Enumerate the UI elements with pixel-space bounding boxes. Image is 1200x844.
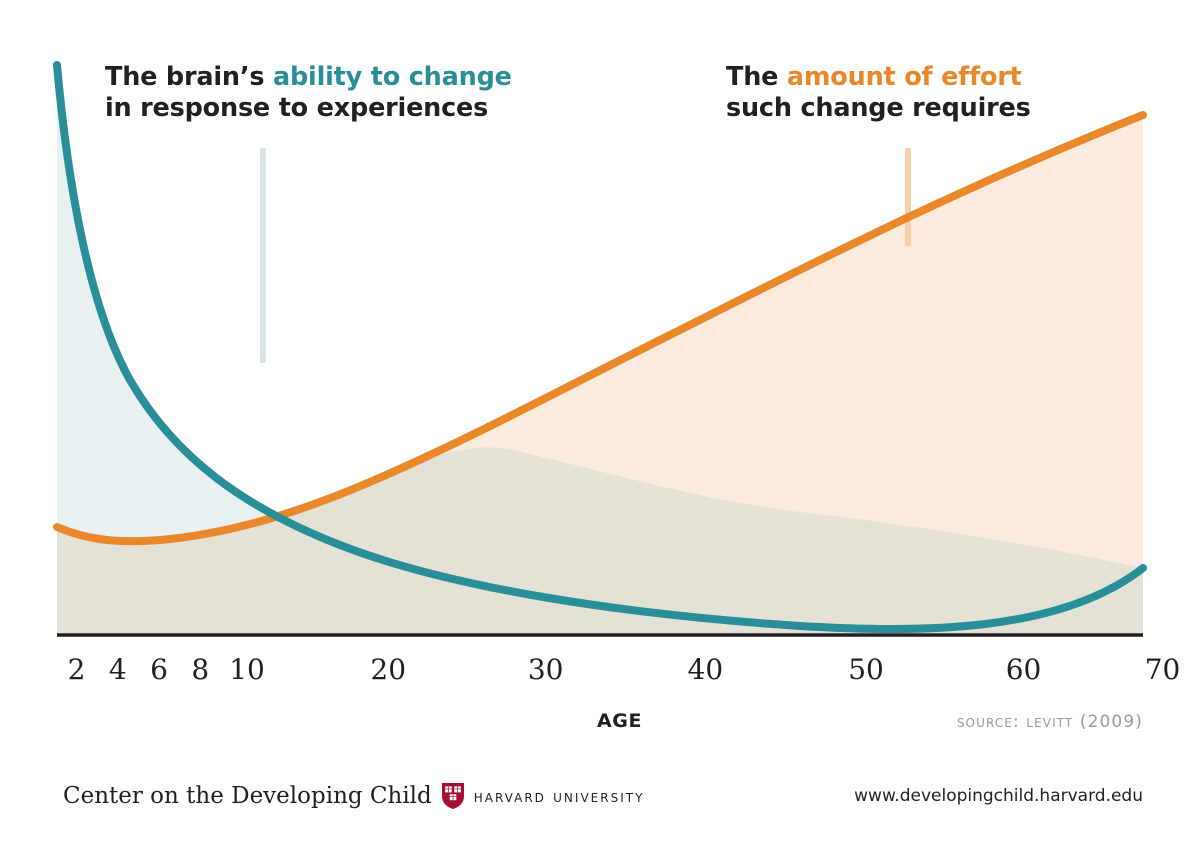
ability-annotation: The brain’s ability to change in respons… — [105, 62, 512, 124]
effort-annotation-line1: The amount of effort — [726, 62, 1031, 93]
x-axis-title: AGE — [597, 710, 643, 732]
center-name: Center on the Developing Child — [63, 783, 432, 809]
footer-branding: Center on the Developing Child HARVARD U… — [63, 782, 644, 810]
harvard-shield-icon — [441, 783, 464, 809]
ability-annotation-line1: The brain’s ability to change — [105, 62, 512, 93]
x-axis-tick-60: 60 — [1005, 653, 1042, 686]
ability-annotation-line2: in response to experiences — [105, 93, 489, 124]
x-axis-tick-8: 8 — [191, 653, 210, 686]
effort-annotation-line2: such change requires — [726, 93, 1031, 124]
effort-curve — [53, 111, 1147, 546]
x-axis-tick-2: 2 — [67, 653, 86, 686]
x-axis-tick-50: 50 — [848, 653, 884, 686]
overlap-area-fill — [57, 447, 1143, 633]
harvard-wordmark: HARVARD UNIVERSITY — [473, 786, 645, 806]
x-axis-tick-40: 40 — [687, 653, 724, 686]
footer: Center on the Developing Child HARVARD U… — [0, 782, 1200, 822]
x-axis-tick-4: 4 — [108, 653, 127, 686]
effort-annotation-prefix: The — [726, 62, 787, 92]
ability-curve — [53, 61, 1147, 634]
x-axis-tick-30: 30 — [527, 653, 564, 686]
footer-url[interactable]: www.developingchild.harvard.edu — [854, 786, 1143, 806]
x-axis-tick-6: 6 — [150, 653, 168, 686]
x-axis-tick-20: 20 — [370, 653, 407, 686]
effort-annotation-highlight: amount of effort — [786, 62, 1022, 92]
ability-annotation-prefix: The brain’s — [105, 62, 273, 92]
effort-annotation: The amount of effort such change require… — [726, 62, 1031, 124]
x-axis-tick-70: 70 — [1144, 653, 1181, 686]
x-axis-tick-10: 10 — [229, 653, 265, 686]
source-attribution: SOURCE: LEVITT (2009) — [956, 712, 1143, 732]
ability-annotation-highlight: ability to change — [273, 62, 512, 92]
